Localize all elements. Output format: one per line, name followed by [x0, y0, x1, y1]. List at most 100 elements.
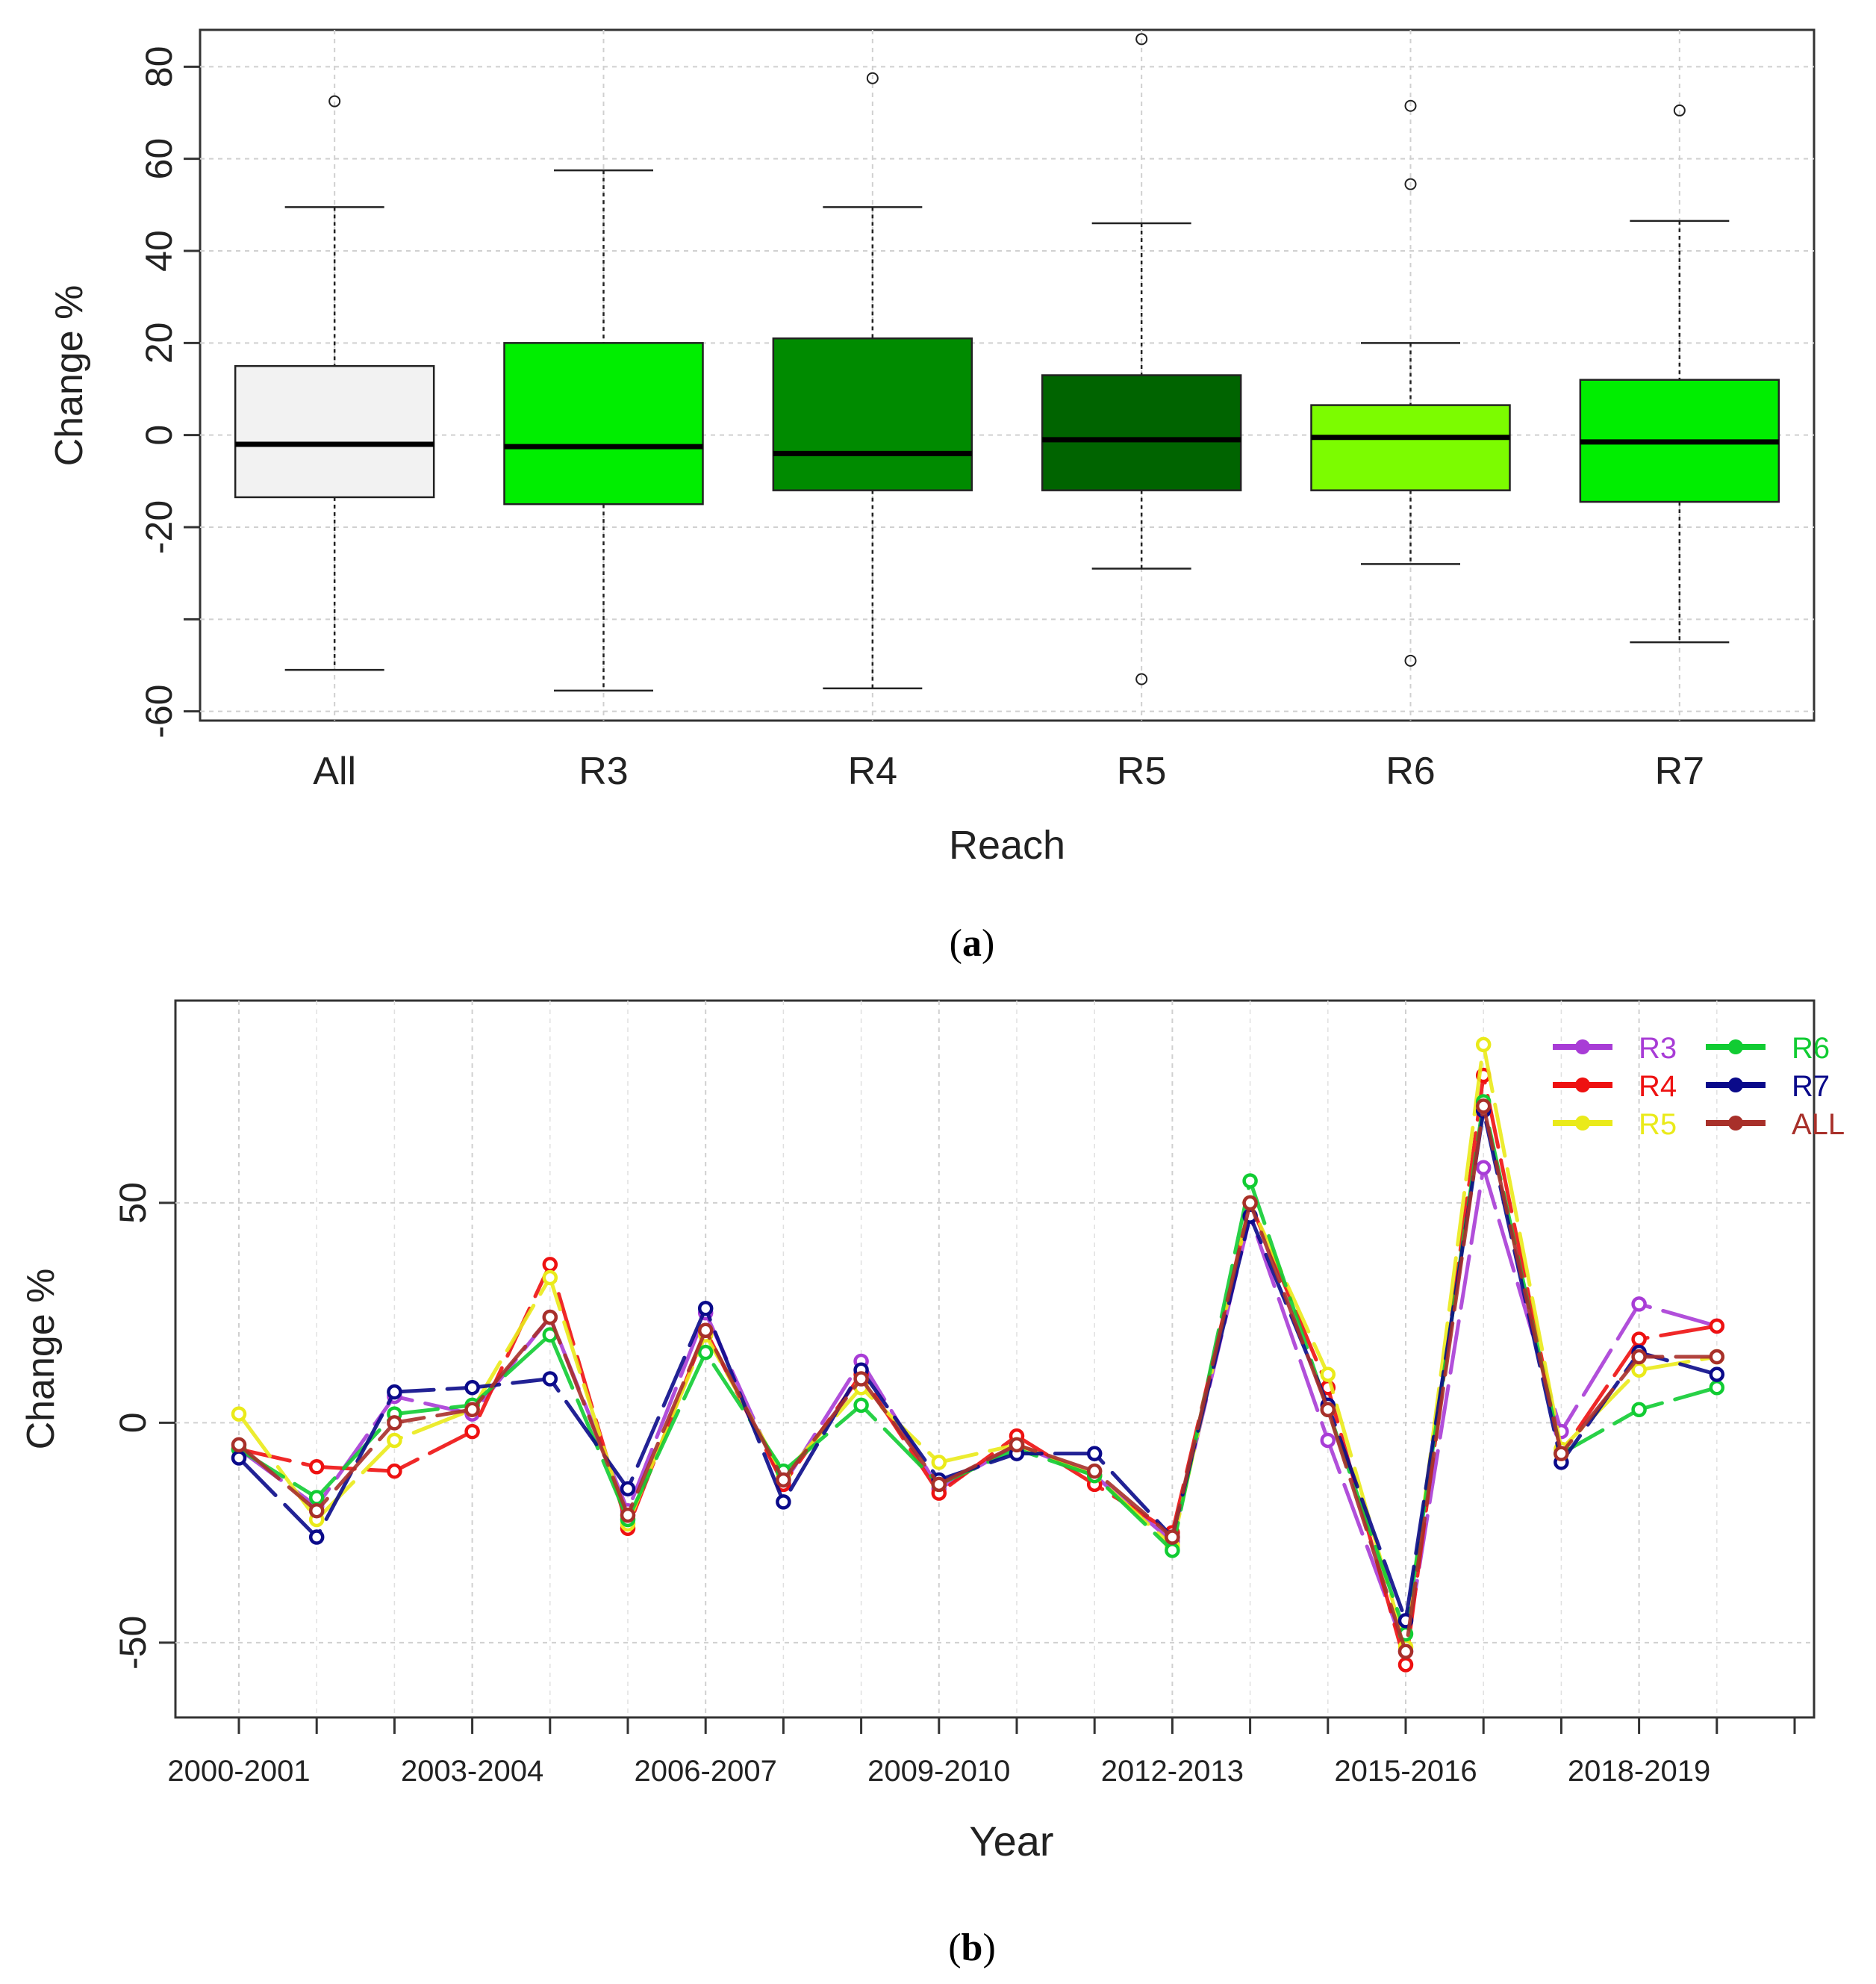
- panel-b-caption-letter: b: [962, 1927, 983, 1969]
- data-point: [776, 1494, 791, 1510]
- panel-b-legend: R3 R4 R5 R6 R7 ALL: [1553, 1032, 1845, 1141]
- data-point: [308, 1502, 325, 1519]
- x-tick-label: 2003-2004: [401, 1755, 543, 1788]
- data-point: [542, 1269, 558, 1286]
- series-r3: [231, 1160, 1725, 1659]
- outlier-point: [866, 72, 879, 84]
- data-point: [1165, 1529, 1180, 1545]
- legend-item-r6: R6: [1706, 1032, 1830, 1065]
- y-tick-label: 0: [138, 425, 180, 446]
- data-point: [1554, 1446, 1569, 1461]
- x-tick-label: R7: [1655, 750, 1704, 793]
- panel-a-boxplot: 80 60 40 20 0 -20 -60 All R3 R4 R5 R6 R7 Change % R…: [48, 28, 1816, 965]
- data-point: [1242, 1173, 1258, 1189]
- y-tick-label: 20: [138, 323, 180, 364]
- x-tick-label: R4: [848, 750, 897, 793]
- box-iqr: [1310, 404, 1511, 491]
- panel-a-x-axis: All R3 R4 R5 R6 R7: [313, 750, 1704, 793]
- data-point: [231, 1450, 247, 1466]
- legend-swatch-dot: [1575, 1116, 1590, 1131]
- x-tick-label: 2006-2007: [635, 1755, 777, 1788]
- y-tick-label: 80: [138, 46, 180, 88]
- data-point: [853, 1371, 869, 1387]
- outlier-point: [1404, 178, 1417, 190]
- data-point: [1242, 1195, 1258, 1211]
- data-point: [1320, 1402, 1336, 1417]
- legend-label: ALL: [1792, 1108, 1845, 1141]
- data-point: [620, 1481, 636, 1496]
- x-tick-label: R5: [1117, 750, 1166, 793]
- panel-b-x-axis: 2000-2001 2003-2004 2006-2007 2009-2010 2012…: [167, 1717, 1796, 1788]
- x-tick-label: 2000-2001: [167, 1755, 310, 1788]
- data-point: [1165, 1542, 1180, 1558]
- box-r7: [1579, 104, 1780, 644]
- box-iqr: [1041, 374, 1242, 491]
- data-point: [231, 1437, 247, 1453]
- data-point: [542, 1371, 558, 1387]
- data-point: [1009, 1437, 1025, 1453]
- data-point: [1631, 1331, 1647, 1347]
- legend-label: R5: [1639, 1108, 1677, 1141]
- data-point: [697, 1344, 714, 1360]
- panel-a-caption: (a): [950, 922, 995, 965]
- y-tick-label: -20: [138, 500, 180, 554]
- data-point: [231, 1406, 247, 1422]
- outlier-point: [1404, 99, 1417, 112]
- data-point: [542, 1309, 558, 1325]
- data-point: [931, 1455, 947, 1470]
- panel-b-plot-frame: [174, 999, 1816, 1719]
- panel-b-x-axis-title: Year: [969, 1817, 1053, 1865]
- panel-b-grid: [175, 1001, 1814, 1717]
- panel-b-series: [231, 1036, 1725, 1673]
- panel-b-y-axis: 50 0 -50: [112, 1182, 175, 1670]
- panel-a-boxes: [234, 33, 1780, 692]
- legend-item-r5: R5: [1553, 1108, 1677, 1141]
- data-point: [1086, 1446, 1103, 1461]
- box-r6: [1310, 99, 1511, 667]
- series-line: [237, 1108, 1719, 1623]
- legend-swatch-dot: [1728, 1039, 1743, 1054]
- data-point: [1086, 1463, 1103, 1479]
- series-line: [237, 1073, 1719, 1667]
- outlier-point: [1135, 673, 1148, 685]
- series-all: [231, 1098, 1725, 1659]
- y-tick-label: 50: [112, 1182, 154, 1224]
- x-tick-label: 2015-2016: [1334, 1755, 1477, 1788]
- outlier-point: [1135, 33, 1148, 46]
- data-point: [620, 1507, 636, 1523]
- panel-a-plot-frame: [199, 28, 1816, 722]
- series-line: [237, 1166, 1719, 1654]
- series-r5: [231, 1036, 1725, 1655]
- y-tick-label: 60: [138, 138, 180, 180]
- data-point: [308, 1490, 325, 1505]
- data-point: [697, 1322, 714, 1338]
- data-point: [1397, 1657, 1414, 1673]
- box-iqr: [772, 337, 973, 491]
- x-tick-label: All: [313, 750, 356, 793]
- legend-label: R4: [1639, 1070, 1677, 1103]
- data-point: [1475, 1036, 1492, 1053]
- outlier-point: [1673, 104, 1686, 116]
- legend-item-r7: R7: [1706, 1070, 1830, 1103]
- data-point: [1631, 1296, 1647, 1312]
- panel-a-caption-letter: a: [962, 922, 982, 965]
- data-point: [387, 1384, 402, 1400]
- legend-label: R7: [1792, 1070, 1830, 1103]
- panel-a-grid: [200, 30, 1814, 721]
- data-point: [776, 1472, 791, 1488]
- legend-swatch-dot: [1575, 1039, 1590, 1054]
- data-point: [464, 1423, 480, 1440]
- data-point: [308, 1529, 325, 1545]
- panel-a-x-axis-title: Reach: [949, 823, 1065, 868]
- data-point: [1320, 1432, 1336, 1449]
- data-point: [1631, 1402, 1647, 1417]
- data-point: [853, 1397, 869, 1414]
- data-point: [542, 1257, 558, 1272]
- data-point: [1709, 1349, 1725, 1365]
- legend-item-r4: R4: [1553, 1070, 1677, 1103]
- series-line: [237, 1099, 1719, 1636]
- legend-swatch-dot: [1575, 1077, 1590, 1092]
- legend-item-r3: R3: [1553, 1032, 1677, 1065]
- data-point: [464, 1380, 480, 1396]
